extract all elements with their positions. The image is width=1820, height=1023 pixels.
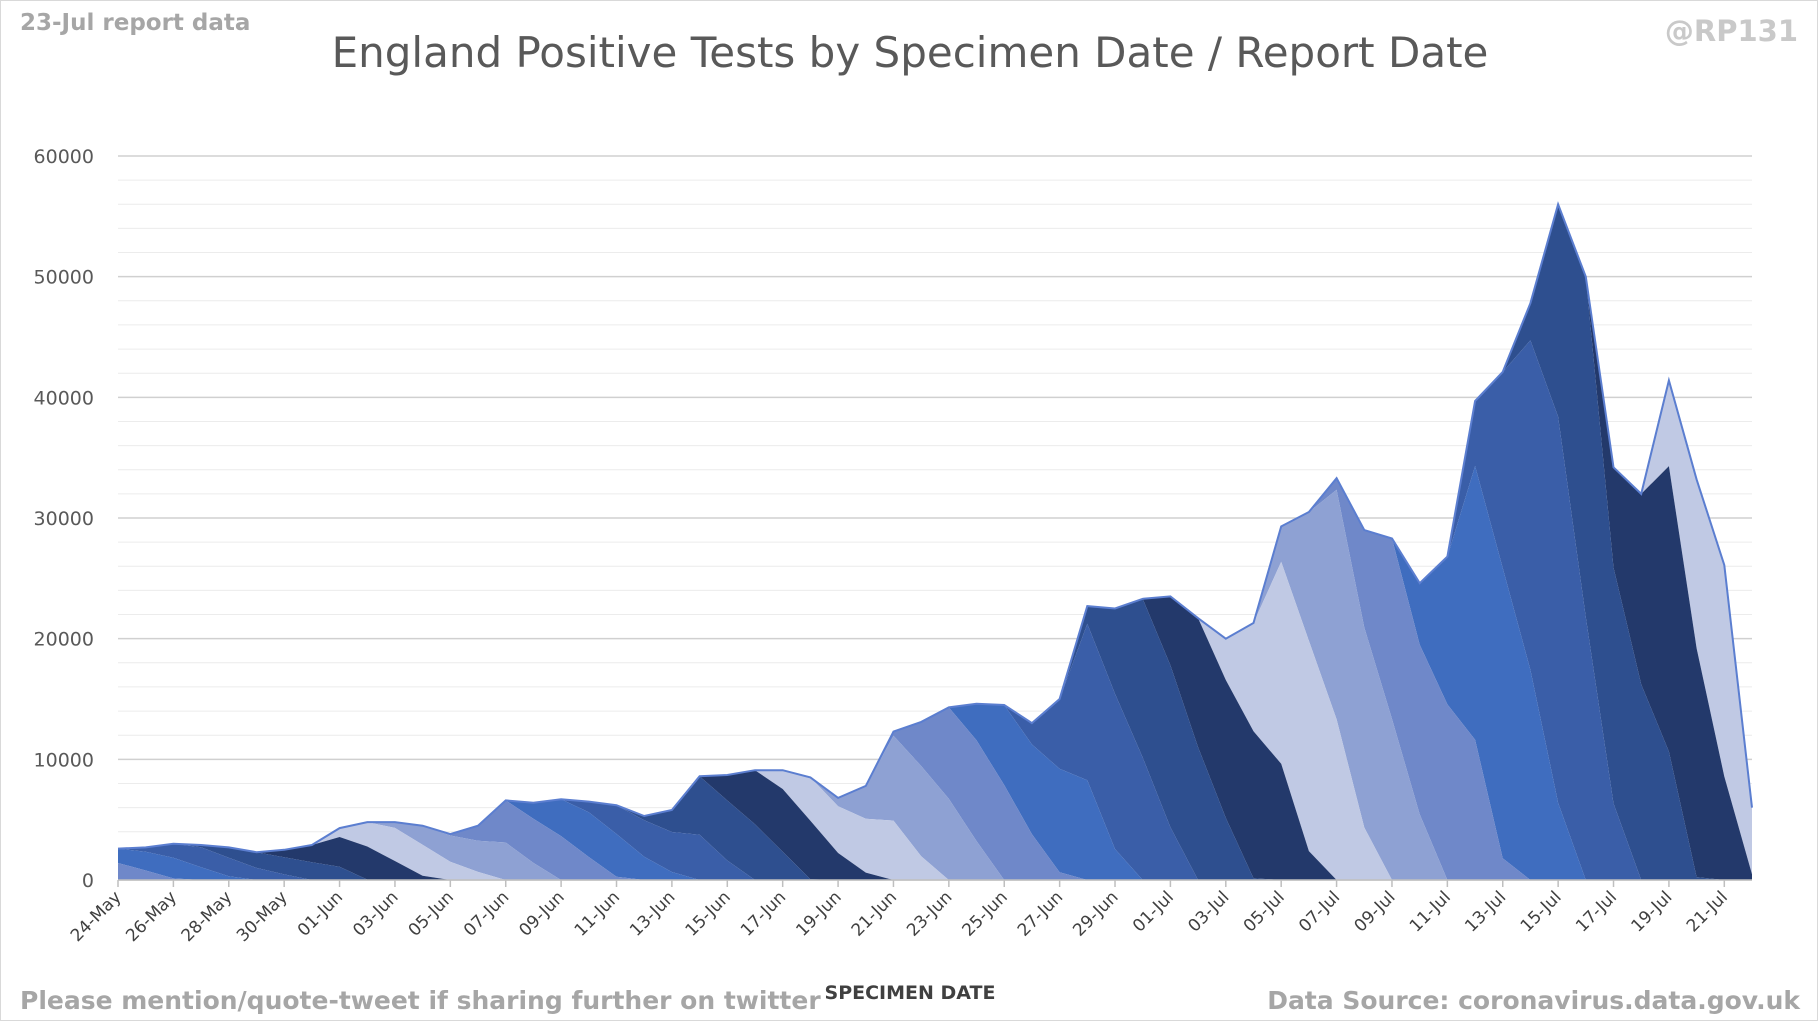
x-tick-label: 19-Jul (1627, 887, 1676, 936)
x-tick-label: 15-Jul (1517, 887, 1566, 936)
x-tick-label: 27-Jun (1014, 887, 1067, 940)
x-tick-label: 11-Jun (571, 887, 624, 940)
report-date-band (118, 489, 1752, 880)
chart-title: England Positive Tests by Specimen Date … (331, 28, 1489, 77)
report-date-label: 23-Jul report data (20, 10, 251, 36)
y-tick-label: 40000 (34, 387, 94, 409)
report-date-band (118, 843, 1752, 880)
report-date-band (118, 561, 1752, 880)
report-date-band (118, 340, 1752, 880)
y-tick-label: 0 (82, 870, 94, 892)
y-tick-label: 60000 (34, 146, 94, 168)
y-tick-label: 10000 (34, 749, 94, 771)
x-tick-label: 13-Jun (626, 887, 679, 940)
x-tick-label: 11-Jul (1406, 887, 1455, 936)
x-tick-label: 09-Jul (1351, 887, 1400, 936)
report-date-band (118, 735, 1752, 880)
x-tick-label: 05-Jun (405, 887, 458, 940)
x-tick-label: 03-Jun (349, 887, 402, 940)
x-tick-label: 07-Jul (1295, 887, 1344, 936)
x-tick-label: 01-Jun (294, 887, 347, 940)
report-date-bands (117, 201, 1753, 881)
x-tick-label: 24-May (67, 887, 126, 946)
author-handle: @RP131 (1664, 14, 1798, 48)
share-note: Please mention/quote-tweet if sharing fu… (20, 986, 821, 1015)
x-tick-label: 19-Jun (792, 887, 845, 940)
x-tick-label: 25-Jun (959, 887, 1012, 940)
report-date-band (118, 707, 1752, 880)
report-date-band (118, 822, 1752, 880)
x-tick-label: 09-Jun (515, 887, 568, 940)
x-tick-label: 23-Jun (903, 887, 956, 940)
x-tick-label: 29-Jun (1069, 887, 1122, 940)
x-tick-label: 30-May (233, 887, 292, 946)
total-line (117, 201, 1753, 854)
x-tick-label: 26-May (122, 887, 181, 946)
x-tick-label: 21-Jul (1683, 887, 1732, 936)
x-tick-label: 17-Jul (1572, 887, 1621, 936)
x-tick-label: 21-Jun (848, 887, 901, 940)
y-axis-ticks: 0 10000 20000 30000 40000 50000 60000 (34, 146, 94, 892)
x-tick-label: 07-Jun (460, 887, 513, 940)
x-tick-label: 15-Jun (682, 887, 735, 940)
y-tick-label: 20000 (34, 629, 94, 651)
data-source: Data Source: coronavirus.data.gov.uk (1267, 986, 1800, 1015)
x-tick-label: 17-Jun (737, 887, 790, 940)
y-tick-label: 50000 (34, 267, 94, 289)
x-tick-label: 01-Jul (1129, 887, 1178, 936)
report-date-band (118, 478, 1752, 880)
y-tick-label: 30000 (34, 508, 94, 530)
x-tick-label: 03-Jul (1184, 887, 1233, 936)
x-tick-label: 13-Jul (1461, 887, 1510, 936)
report-date-band (118, 800, 1752, 880)
x-tick-label: 28-May (178, 887, 237, 946)
x-axis-label: SPECIMEN DATE (824, 982, 996, 1004)
x-tick-label: 05-Jul (1240, 887, 1289, 936)
